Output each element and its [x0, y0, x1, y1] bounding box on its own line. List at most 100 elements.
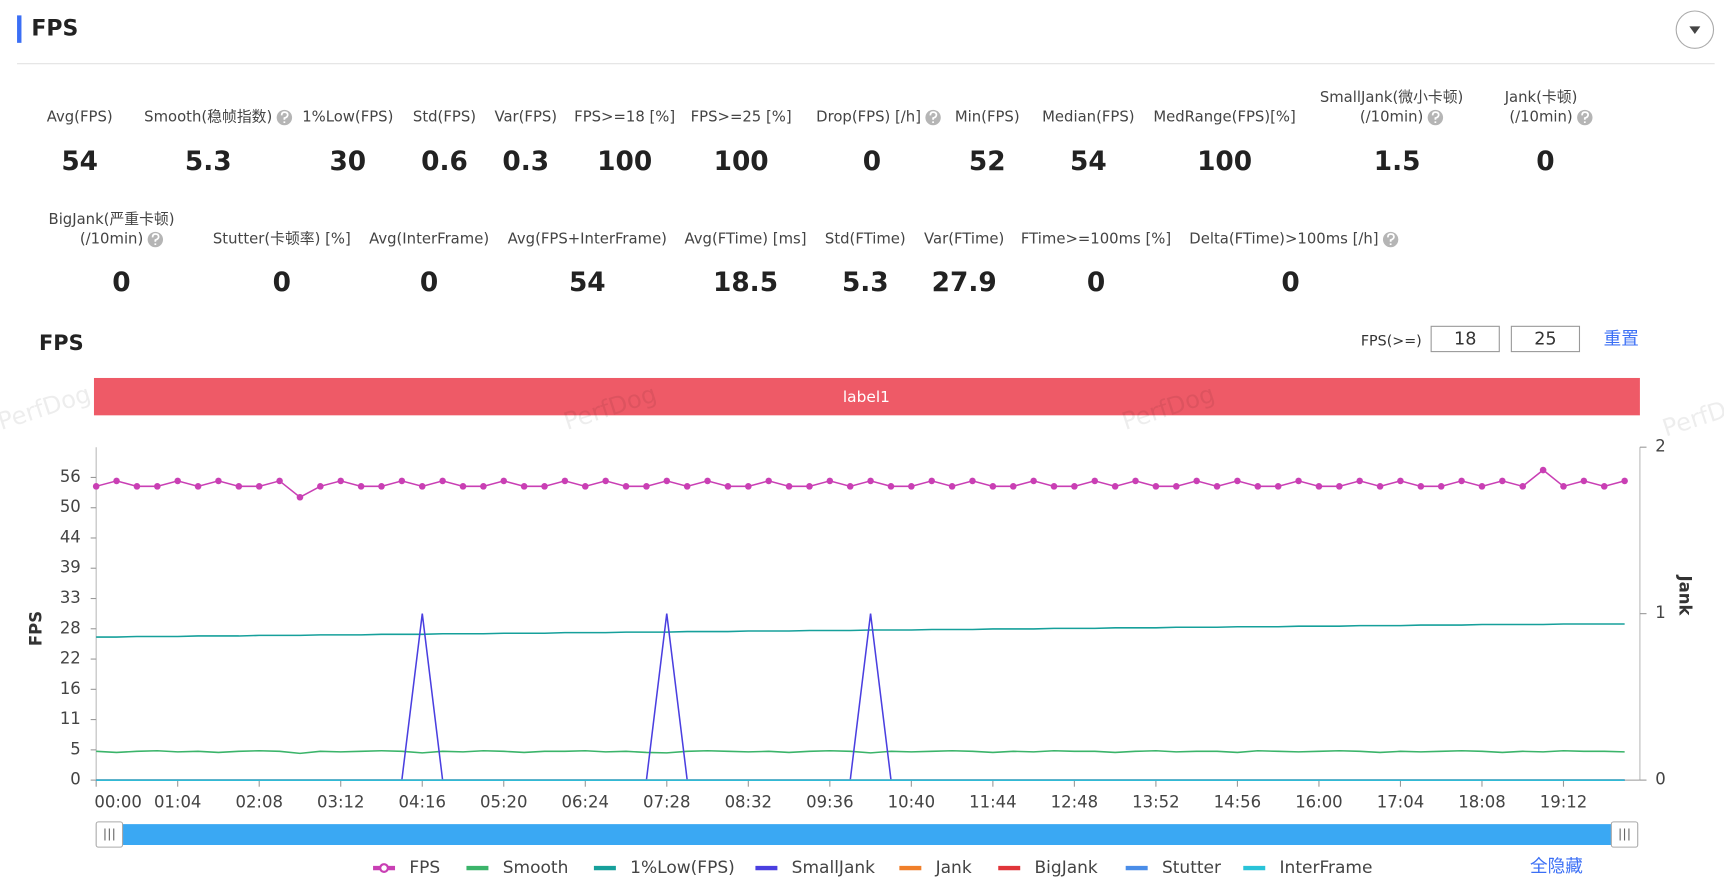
metric-label: Avg(FPS) [47, 109, 113, 126]
legend-label[interactable]: FPS [409, 858, 440, 878]
series-point [296, 493, 304, 501]
series-point [357, 483, 365, 490]
x-tick-label: 13:52 [1132, 793, 1179, 812]
metric-label: Min(FPS) [955, 109, 1020, 126]
collapse-button[interactable] [1675, 10, 1715, 49]
series-point [1356, 477, 1363, 485]
metric-label: Var(FPS) [494, 109, 557, 126]
metric-value: 5.3 [842, 268, 889, 298]
series-point [1172, 483, 1180, 490]
x-tick-label: 11:44 [969, 793, 1016, 812]
x-tick-label: 08:32 [725, 793, 772, 812]
collapse-arrow[interactable] [1689, 26, 1701, 35]
series-point [1254, 483, 1262, 490]
series-line [96, 623, 1625, 638]
series-point [948, 483, 956, 490]
series-point [541, 483, 548, 490]
x-tick-label: 04:16 [399, 793, 446, 812]
series-point [1539, 466, 1547, 474]
chart-title: FPS [39, 331, 84, 355]
metric-label: Jank(卡顿) [1504, 89, 1578, 106]
series-point [1009, 483, 1017, 490]
metric-label: BigJank(严重卡顿) [49, 211, 175, 228]
x-tick-label: 18:08 [1458, 793, 1505, 812]
x-tick-label: 12:48 [1051, 793, 1098, 812]
metric-value: 54 [61, 147, 98, 177]
threshold-input[interactable] [1510, 325, 1581, 353]
series-point [908, 483, 915, 490]
metric-label: (/10min) [1509, 109, 1572, 126]
series-point [317, 483, 324, 490]
slider-track[interactable] [96, 824, 1638, 845]
legend-label[interactable]: BigJank [1035, 858, 1098, 878]
series-line [96, 750, 1625, 755]
metric-value: 54 [1070, 147, 1107, 177]
y-tick-label: 5 [70, 739, 80, 758]
series-point [1132, 477, 1139, 485]
x-tick-label: 01:04 [154, 793, 201, 812]
series-point [418, 483, 426, 490]
metric-label: Median(FPS) [1042, 109, 1134, 126]
series-point [113, 477, 120, 485]
series-point [235, 483, 243, 490]
y2-axis-label: Jank [1675, 575, 1694, 617]
slider-grip[interactable] [1619, 828, 1630, 841]
series-point [439, 477, 446, 485]
y-tick-label: 16 [60, 679, 81, 698]
header-title: FPS [31, 17, 78, 42]
legend-label[interactable]: 1%Low(FPS) [630, 858, 735, 878]
threshold-value[interactable]: 18 [1454, 330, 1476, 350]
series-point [1274, 483, 1282, 490]
series-point [1560, 483, 1567, 490]
slider-grip[interactable] [104, 828, 115, 841]
metric-label: Smooth(稳帧指数) [144, 109, 272, 126]
series-point [1234, 477, 1241, 485]
x-tick-label: 10:40 [888, 793, 935, 812]
series-point [1213, 483, 1221, 490]
legend-label[interactable]: Stutter [1162, 858, 1221, 878]
range-slider[interactable] [95, 821, 1639, 848]
legend-label[interactable]: Smooth [503, 858, 569, 878]
y-tick-label: 11 [60, 709, 81, 728]
y-tick-label: 33 [60, 588, 81, 607]
metric-value: 52 [969, 147, 1006, 177]
series-point [1376, 483, 1384, 490]
series-point [378, 483, 385, 490]
reset-button[interactable]: 重置 [1604, 330, 1639, 350]
series-point [480, 483, 487, 490]
series-point [1478, 483, 1486, 490]
legend-label[interactable]: SmallJank [792, 858, 875, 878]
series-point [867, 477, 874, 485]
threshold-input[interactable] [1430, 325, 1500, 353]
x-tick-label: 02:08 [235, 793, 282, 812]
series-point [989, 483, 997, 490]
metric-value: 100 [714, 147, 769, 177]
hide-all-button[interactable]: 全隐藏 [1530, 857, 1583, 877]
series-point [154, 483, 161, 490]
label-band [93, 377, 1640, 416]
threshold-label: FPS(>=) [1361, 334, 1422, 350]
y-tick-label: 28 [60, 618, 81, 637]
x-tick-label: 16:00 [1295, 793, 1342, 812]
series-point [1519, 483, 1527, 490]
metric-label: Avg(InterFrame) [369, 231, 489, 248]
metric-value: 0 [112, 268, 130, 298]
series-point [887, 483, 895, 490]
metric-label: FPS>=18 [%] [574, 109, 675, 126]
y-tick-label: 50 [60, 497, 81, 516]
series-point [1580, 477, 1588, 485]
legend-label[interactable]: Jank [935, 858, 972, 878]
x-tick-label: 17:04 [1377, 793, 1424, 812]
series-point [683, 483, 691, 490]
metric-value: 0 [273, 268, 291, 298]
threshold-value[interactable]: 25 [1534, 330, 1556, 350]
series-point [1499, 477, 1506, 485]
metric-value: 27.9 [932, 268, 997, 298]
series-point [194, 483, 202, 490]
x-tick-label: 09:36 [806, 793, 853, 812]
x-tick-label: 14:56 [1214, 793, 1261, 812]
legend-label[interactable]: InterFrame [1280, 858, 1373, 878]
y-tick-label: 56 [60, 467, 81, 486]
series-point [1621, 477, 1628, 485]
